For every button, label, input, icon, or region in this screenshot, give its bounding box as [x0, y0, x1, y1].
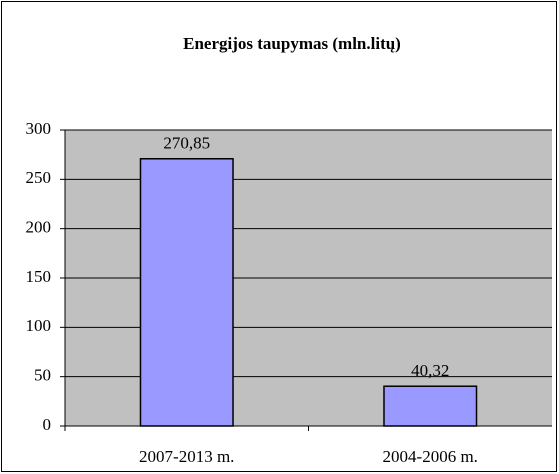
- data-label: 40,32: [411, 361, 449, 380]
- y-tick-label: 150: [26, 267, 52, 286]
- y-tick-label: 0: [43, 415, 52, 434]
- data-label: 270,85: [163, 134, 210, 153]
- y-tick-label: 200: [26, 218, 52, 237]
- bar: [383, 385, 478, 427]
- y-tick-label: 50: [34, 366, 51, 385]
- bar: [139, 158, 234, 427]
- x-tick-label: 2004-2006 m.: [383, 447, 478, 466]
- chart-title: Energijos taupymas (mln.litų): [183, 34, 401, 53]
- y-tick-label: 300: [26, 119, 52, 138]
- x-tick-label: 2007-2013 m.: [139, 447, 234, 466]
- y-tick-label: 100: [26, 316, 52, 335]
- y-tick-label: 250: [26, 168, 52, 187]
